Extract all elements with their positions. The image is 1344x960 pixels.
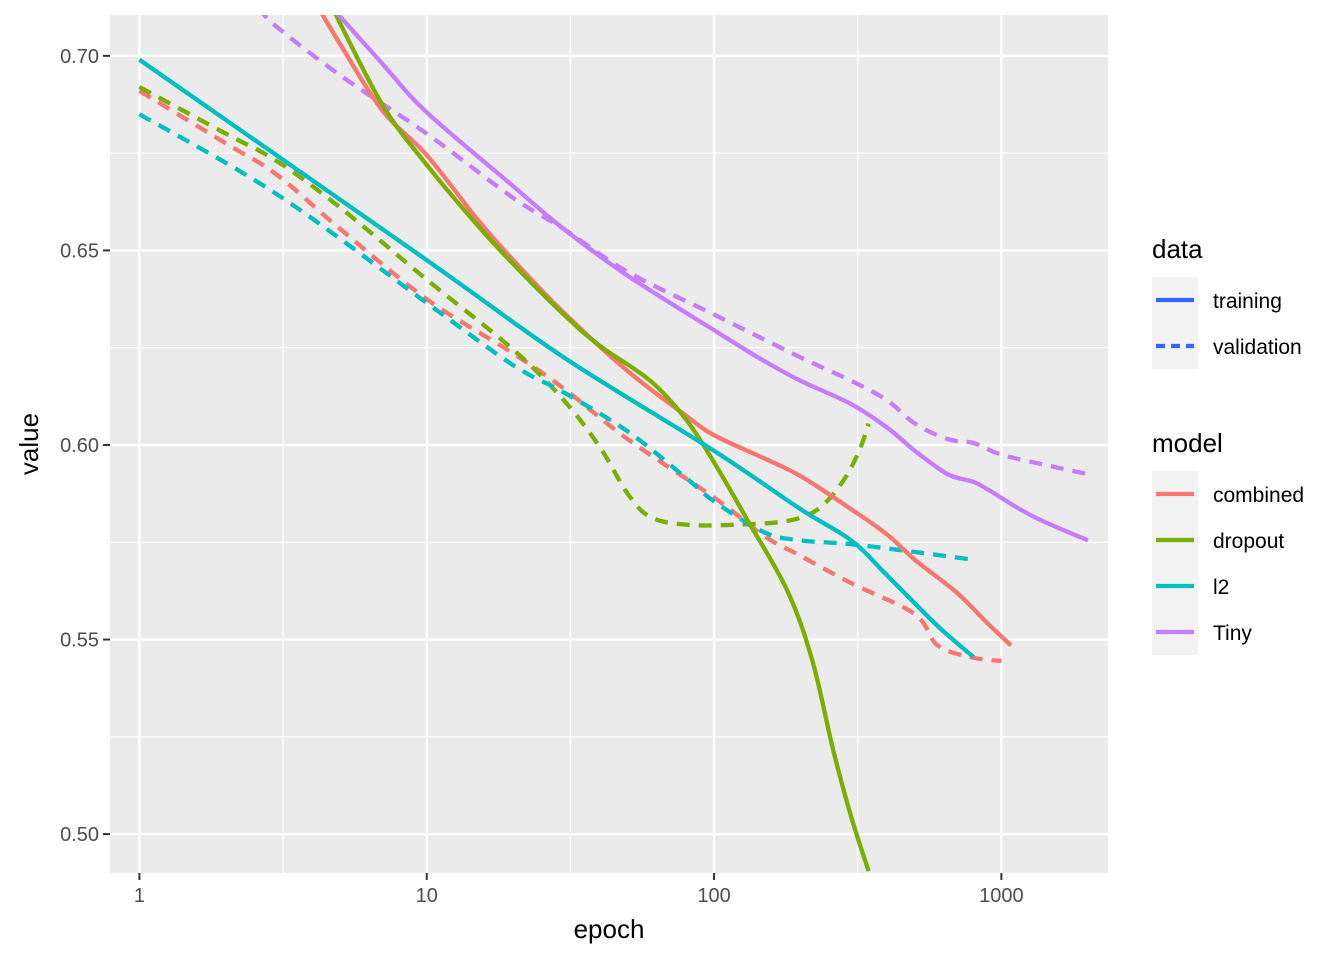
series-line-dropout-validation (138, 85, 871, 528)
y-tick-label: 0.65 (60, 240, 99, 262)
x-tick-label: 10 (416, 885, 438, 907)
series-line-l2-training (138, 57, 975, 659)
x-tick-label: 100 (697, 885, 730, 907)
legend-label-dropout: dropout (1213, 530, 1284, 553)
x-tick-label: 1000 (979, 885, 1024, 907)
legend-label-combined: combined (1213, 484, 1304, 507)
y-tick-label: 0.60 (60, 435, 99, 457)
y-axis-title: value (14, 413, 44, 475)
legend: data training validation model combined dropo… (1152, 234, 1304, 655)
y-axis: 0.50 0.55 0.60 0.65 0.70 (60, 46, 110, 846)
y-tick-label: 0.55 (60, 630, 99, 652)
legend-label-training: training (1213, 290, 1282, 313)
series-line-tiny-validation (261, 15, 1089, 477)
y-tick-label: 0.50 (60, 824, 99, 846)
series-line-combined-training (320, 15, 1013, 647)
y-tick-label: 0.70 (60, 46, 99, 68)
series-line-combined-validation (138, 89, 1002, 664)
legend-label-validation: validation (1213, 336, 1302, 359)
x-axis-title: epoch (574, 914, 645, 944)
series-line-tiny-training (335, 15, 1089, 543)
series-line-dropout-training (333, 15, 871, 872)
legend-title-data: data (1152, 234, 1203, 264)
x-tick-label: 1 (134, 885, 145, 907)
legend-title-model: model (1152, 428, 1223, 458)
series-line-l2-validation (138, 112, 974, 562)
legend-label-tiny: Tiny (1213, 622, 1252, 645)
x-axis: 1 10 100 1000 (134, 873, 1024, 907)
series-layer (138, 15, 1089, 872)
legend-label-l2: l2 (1213, 576, 1229, 599)
